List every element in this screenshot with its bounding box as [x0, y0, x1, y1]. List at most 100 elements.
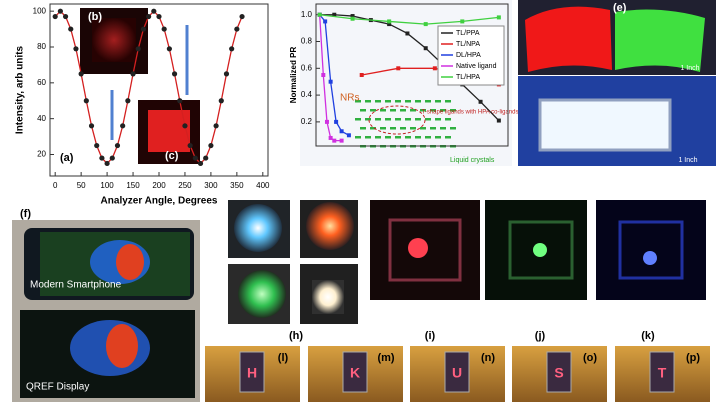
- point: [208, 142, 214, 149]
- point: [151, 8, 157, 14]
- point: [423, 46, 428, 51]
- lc-molecule: [435, 100, 441, 103]
- point: [323, 19, 328, 24]
- x-tick-label: 150: [126, 181, 140, 190]
- lc-molecule: [445, 118, 451, 121]
- lc-molecule: [405, 136, 411, 139]
- x-tick-label: 350: [230, 181, 244, 190]
- annotation: T-shape ligands with HPA co-ligands: [422, 110, 519, 116]
- y-tick-label: 0.8: [301, 37, 313, 46]
- photo: [596, 200, 706, 300]
- point: [234, 26, 240, 32]
- lc-molecule: [375, 136, 381, 139]
- point: [125, 98, 131, 104]
- led: [533, 243, 547, 257]
- lc-molecule: [360, 127, 366, 130]
- panel-label: (a): [60, 152, 74, 164]
- panel-label: (e): [613, 2, 627, 14]
- lc-molecule: [385, 100, 391, 103]
- lc-molecule: [370, 127, 376, 130]
- lc-molecule: [440, 109, 446, 112]
- point: [334, 119, 339, 124]
- lc-molecule: [430, 127, 436, 130]
- annotation: NRs: [340, 93, 359, 104]
- y-tick-label: 0.4: [301, 90, 313, 99]
- glow: [92, 18, 136, 62]
- red-film: [525, 6, 612, 73]
- panel-label: (j): [535, 330, 546, 342]
- point: [359, 73, 364, 77]
- lc-molecule: [395, 118, 401, 121]
- legend-label: TL/NPA: [456, 41, 480, 48]
- lc-molecule: [435, 118, 441, 121]
- lc-molecule: [405, 118, 411, 121]
- point: [387, 19, 392, 24]
- lc-molecule: [420, 109, 426, 112]
- nr-outline: [368, 105, 426, 135]
- point: [88, 123, 95, 129]
- point: [328, 135, 333, 140]
- point: [187, 142, 193, 149]
- point: [68, 26, 74, 32]
- y-tick-label: 20: [37, 150, 46, 159]
- inset-photos: [80, 8, 200, 164]
- panel-label: (b): [88, 11, 102, 23]
- lc-molecule: [365, 118, 371, 121]
- point: [460, 19, 465, 24]
- display-letter: H: [247, 365, 257, 381]
- panel-label: (n): [481, 352, 495, 364]
- point: [171, 71, 178, 77]
- point: [213, 123, 219, 129]
- panel-label: (h): [289, 330, 303, 342]
- panel-label: (m): [377, 352, 394, 364]
- y-axis-label: Normalized PR: [289, 47, 298, 104]
- led: [238, 270, 286, 318]
- point: [321, 73, 326, 77]
- scale-bar: 1 Inch: [678, 157, 697, 164]
- x-tick-label: 100: [100, 181, 114, 190]
- point: [104, 160, 110, 167]
- y-tick-label: 80: [37, 42, 46, 51]
- point: [317, 12, 322, 17]
- x-tick-label: 0: [53, 181, 58, 190]
- point: [146, 13, 152, 20]
- point: [339, 129, 344, 134]
- panel-label: (c): [165, 150, 179, 162]
- caption: Modern Smartphone: [30, 280, 122, 291]
- annotation: Liquid crystals: [450, 157, 495, 164]
- point: [135, 46, 141, 52]
- lc-molecule: [440, 127, 446, 130]
- lc-molecule: [415, 100, 421, 103]
- lc-molecule: [355, 136, 361, 139]
- series-line: [319, 14, 499, 25]
- point: [324, 119, 329, 124]
- lc-molecule: [365, 100, 371, 103]
- point: [350, 14, 355, 19]
- lc-molecule: [450, 127, 456, 130]
- lc-molecule: [390, 127, 396, 130]
- display-cell: [239, 351, 265, 393]
- x-tick-label: 200: [152, 181, 166, 190]
- point: [328, 79, 333, 84]
- caption: QREF Display: [26, 382, 89, 393]
- point: [218, 98, 224, 104]
- lc-molecule: [415, 136, 421, 139]
- point: [229, 46, 235, 52]
- panel-label: (k): [641, 330, 655, 342]
- point: [223, 71, 230, 77]
- point: [396, 66, 401, 71]
- device: [388, 218, 462, 282]
- x-axis-label: Analyzer Angle, Degrees: [101, 196, 218, 207]
- lc-molecule: [450, 109, 456, 112]
- display-letter: S: [554, 365, 563, 381]
- display-letter: K: [350, 365, 360, 381]
- point: [332, 138, 337, 143]
- point: [57, 8, 63, 14]
- plot-frame: [315, 3, 509, 147]
- lc-molecule: [415, 118, 421, 121]
- panel-label: (i): [425, 330, 436, 342]
- display-letter: T: [658, 365, 667, 381]
- y-tick-label: 1.0: [301, 10, 313, 19]
- led: [312, 280, 344, 314]
- lc-molecule: [410, 127, 416, 130]
